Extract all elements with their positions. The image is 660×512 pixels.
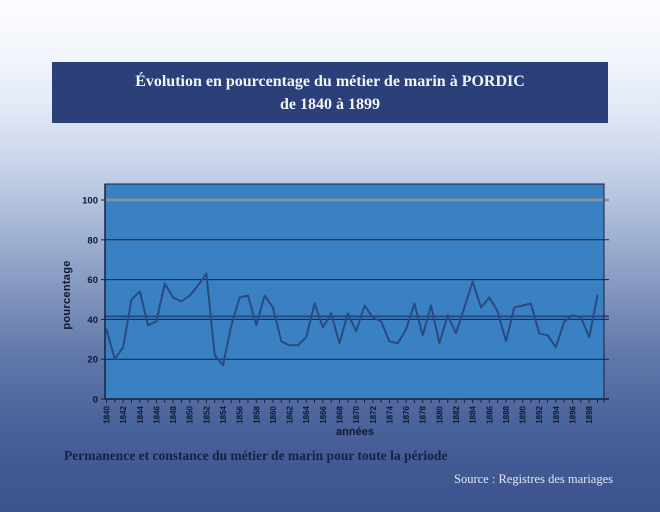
svg-text:1880: 1880 xyxy=(435,405,444,423)
reference-lines xyxy=(105,198,609,318)
svg-text:1878: 1878 xyxy=(419,405,428,423)
svg-text:1846: 1846 xyxy=(152,405,161,423)
svg-text:1862: 1862 xyxy=(286,405,295,423)
line-chart: 0 20 40 60 80 100 1840 1842 1844 1846 1848 1850 1852… xyxy=(58,176,624,432)
svg-text:1894: 1894 xyxy=(552,405,561,423)
x-tick-labels: 1840 1842 1844 1846 1848 1850 1852 1854 1856 1858… xyxy=(103,405,595,423)
svg-text:1840: 1840 xyxy=(103,405,112,423)
svg-text:1892: 1892 xyxy=(535,405,544,423)
svg-text:100: 100 xyxy=(82,196,98,207)
svg-text:1842: 1842 xyxy=(119,405,128,423)
svg-text:1848: 1848 xyxy=(169,405,178,423)
svg-text:1886: 1886 xyxy=(485,405,494,423)
svg-text:1866: 1866 xyxy=(319,405,328,423)
svg-text:1876: 1876 xyxy=(402,405,411,423)
svg-text:1854: 1854 xyxy=(219,405,228,423)
svg-text:1868: 1868 xyxy=(336,405,345,423)
svg-text:1896: 1896 xyxy=(569,405,578,423)
svg-text:1898: 1898 xyxy=(585,405,594,423)
svg-text:40: 40 xyxy=(87,315,98,326)
svg-text:60: 60 xyxy=(87,275,98,286)
chart-title-line1: Évolution en pourcentage du métier de ma… xyxy=(135,73,525,90)
source-text: Source : Registres des mariages xyxy=(454,472,613,486)
data-line-marins xyxy=(105,272,599,367)
svg-text:1860: 1860 xyxy=(269,405,278,423)
svg-text:1858: 1858 xyxy=(252,405,261,423)
chart-svg: 0 20 40 60 80 100 1840 1842 1844 1846 1848 1850 1852… xyxy=(82,183,609,424)
svg-text:1870: 1870 xyxy=(352,405,361,423)
svg-text:1872: 1872 xyxy=(369,405,378,423)
svg-text:20: 20 xyxy=(87,355,98,366)
chart-title-line2: de 1840 à 1899 xyxy=(280,96,380,113)
svg-text:1864: 1864 xyxy=(302,405,311,423)
y-gridlines xyxy=(105,239,609,360)
svg-text:80: 80 xyxy=(87,235,98,246)
svg-text:1882: 1882 xyxy=(452,405,461,423)
y-tick-labels: 0 20 40 60 80 100 xyxy=(82,196,98,406)
svg-text:1874: 1874 xyxy=(385,405,394,423)
svg-text:1856: 1856 xyxy=(236,405,245,423)
svg-text:0: 0 xyxy=(93,395,98,406)
svg-text:1850: 1850 xyxy=(186,405,195,423)
y-axis-title: pourcentage xyxy=(61,260,73,330)
svg-text:1884: 1884 xyxy=(469,405,478,423)
caption-text: Permanence et constance du métier de mar… xyxy=(64,448,448,463)
svg-text:1844: 1844 xyxy=(136,405,145,423)
plot-area xyxy=(105,184,604,399)
svg-text:1852: 1852 xyxy=(202,405,211,423)
svg-text:1890: 1890 xyxy=(519,405,528,423)
svg-text:1888: 1888 xyxy=(502,405,511,423)
chart-title-box: Évolution en pourcentage du métier de ma… xyxy=(52,62,608,123)
x-axis-title: années xyxy=(336,426,374,438)
